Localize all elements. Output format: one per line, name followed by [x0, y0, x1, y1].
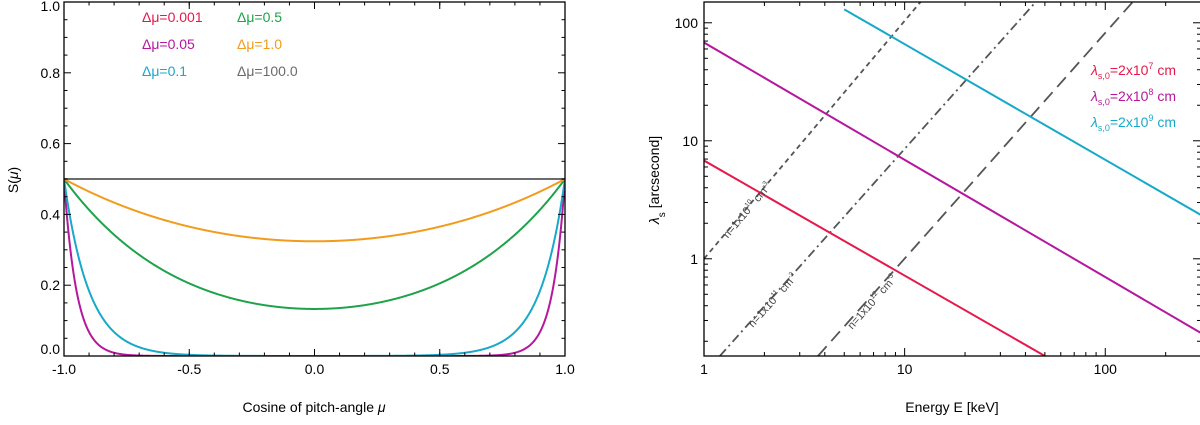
left-series-line-1 [64, 178, 565, 356]
left-series-line-2 [64, 178, 565, 356]
left-x-tick-label: -1.0 [52, 361, 76, 377]
right-x-axis-label: Energy E [keV] [905, 399, 998, 415]
right-series-line-1 [704, 41, 1200, 334]
left-y-tick-label: 1.0 [41, 0, 61, 14]
right-y-tick-label: 10 [682, 133, 698, 149]
left-legend-entry-2: Δμ=0.1 [142, 63, 187, 79]
right-y-tick-label: 100 [675, 15, 699, 31]
left-y-tick-label: 0.8 [41, 65, 61, 81]
left-y-tick-label: 0.6 [41, 136, 61, 152]
left-x-tick-label: 0.0 [305, 361, 325, 377]
right-lines [704, 2, 1200, 356]
left-y-tick-label: 0.0 [41, 341, 61, 357]
right-legend: λs,0=2x107 cm λs,0=2x108 cm λs,0=2x109 cm [1090, 61, 1176, 133]
right-density-line-0 [704, 2, 922, 260]
right-series-line-2 [843, 8, 1200, 216]
right-density-line-1 [719, 2, 1037, 356]
left-y-axis-label: S(μ) [5, 167, 21, 193]
left-curves [64, 178, 565, 356]
left-legend-entry-0: Δμ=0.001 [142, 9, 203, 25]
right-y-axis-label: λs[arcsecond] [646, 136, 668, 225]
right-legend-entry-0: λs,0=2x107 cm [1090, 61, 1176, 81]
right-density-label-0: n=1x1010 cm-3 [720, 180, 774, 241]
right-legend-entry-2: λs,0=2x109 cm [1090, 113, 1176, 133]
right-plot-frame [703, 1, 1200, 357]
left-y-tick-label: 0.4 [41, 206, 61, 222]
left-x-tick-label: -0.5 [177, 361, 201, 377]
left-series-line-3 [64, 178, 565, 310]
left-legend-entry-3: Δμ=0.5 [237, 9, 282, 25]
right-density-label-1: n=1x1011 cm-3 [745, 271, 800, 330]
right-y-tick-label: 1 [690, 251, 698, 267]
right-density-label-2: n=1x1012 cm-3 [845, 272, 900, 332]
left-legend-entry-1: Δμ=0.05 [142, 36, 195, 52]
left-x-tick-label: 0.5 [430, 361, 450, 377]
left-ticks: -1.0 -0.5 0.0 0.5 1.0 0.0 0.2 0.4 0.6 0.8 1.0 [41, 0, 575, 377]
left-legend-entry-5: Δμ=100.0 [237, 63, 298, 79]
right-ticks: 1 10 100 1 10 100 [675, 2, 1200, 377]
right-x-tick-label: 100 [1094, 361, 1118, 377]
left-x-axis-label: Cosine of pitch-angle μ [242, 399, 385, 415]
left-series-line-4 [64, 178, 565, 243]
right-legend-entry-1: λs,0=2x108 cm [1090, 87, 1176, 107]
left-x-tick-label: 1.0 [555, 361, 575, 377]
left-legend: Δμ=0.001 Δμ=0.05 Δμ=0.1 Δμ=0.5 Δμ=1.0 Δμ=100.… [142, 9, 298, 79]
left-y-tick-label: 0.2 [41, 277, 61, 293]
right-x-tick-label: 10 [897, 361, 913, 377]
right-x-tick-label: 1 [700, 361, 708, 377]
left-chart: -1.0 -0.5 0.0 0.5 1.0 0.0 0.2 0.4 0.6 0.8 1.0 Δμ=0… [5, 0, 575, 415]
right-series-line-0 [704, 159, 1046, 356]
left-legend-entry-4: Δμ=1.0 [237, 36, 282, 52]
